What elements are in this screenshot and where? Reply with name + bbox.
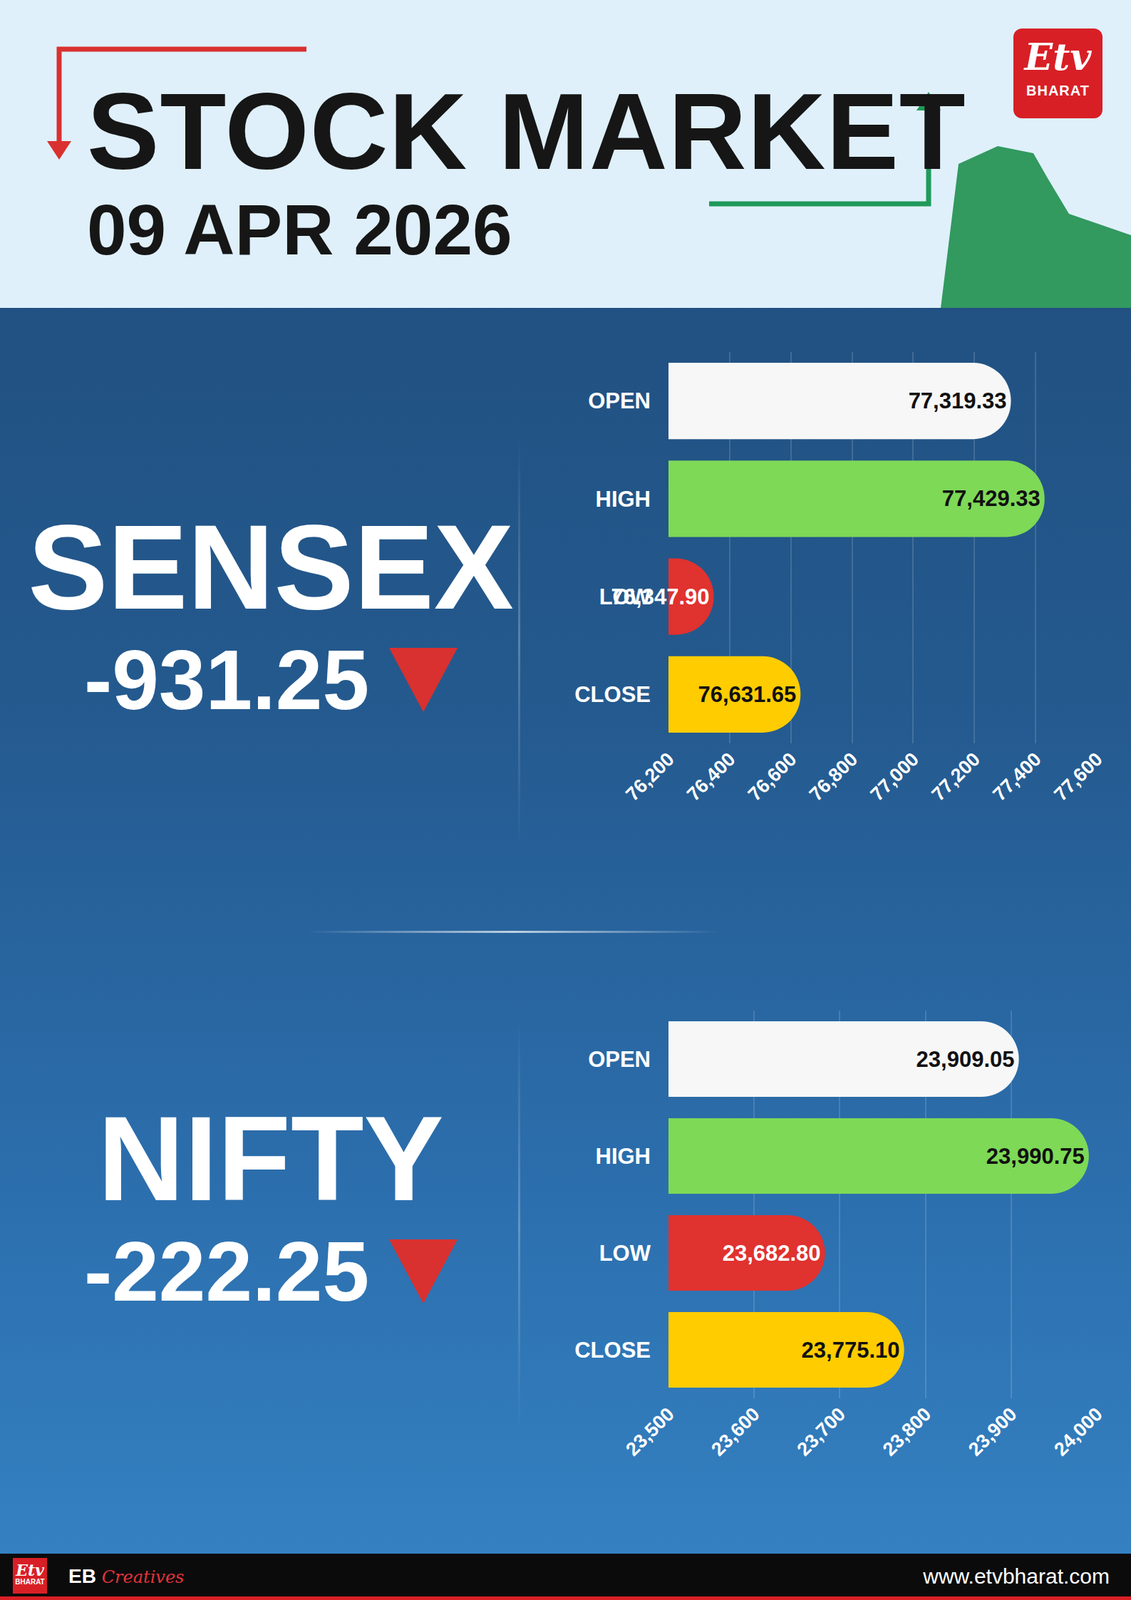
svg-text:77,600: 77,600: [1049, 748, 1107, 806]
svg-text:23,500: 23,500: [621, 1403, 679, 1461]
svg-text:23,990.75: 23,990.75: [986, 1143, 1085, 1169]
html-text:www.etvbharat.com: www.etvbharat.com: [923, 1564, 1110, 1588]
svg-text:23,800: 23,800: [878, 1403, 936, 1461]
svg-text:76,631.65: 76,631.65: [697, 682, 797, 707]
svg-text:77,200: 77,200: [927, 748, 985, 806]
svg-text:OPEN: OPEN: [587, 388, 651, 414]
svg-text:CLOSE: CLOSE: [574, 682, 651, 707]
html-text:BHARAT: BHARAT: [15, 1577, 45, 1586]
svg-text:77,000: 77,000: [866, 748, 924, 806]
svg-text:23,775.10: 23,775.10: [801, 1337, 901, 1363]
svg-text:OPEN: OPEN: [587, 1046, 651, 1072]
svg-text:23,900: 23,900: [964, 1403, 1022, 1461]
html-text:STOCK MARKET: STOCK MARKET: [86, 70, 967, 192]
svg-text:LOW: LOW: [599, 584, 652, 610]
svg-text:23,682.80: 23,682.80: [722, 1240, 821, 1266]
html-text:EB Creatives: EB Creatives: [68, 1565, 185, 1588]
svg-text:23,700: 23,700: [793, 1403, 851, 1461]
svg-text:77,400: 77,400: [988, 748, 1046, 806]
svg-text:76,800: 76,800: [805, 748, 863, 806]
html-text:BHARAT: BHARAT: [1026, 82, 1090, 99]
svg-text:77,429.33: 77,429.33: [942, 486, 1041, 511]
svg-text:LOW: LOW: [599, 1240, 652, 1266]
svg-text:HIGH: HIGH: [595, 1143, 652, 1169]
svg-text:CLOSE: CLOSE: [574, 1337, 651, 1363]
html-text:Etv: Etv: [15, 1560, 45, 1580]
html-text:-222.25: -222.25: [84, 1224, 370, 1319]
svg-text:23,600: 23,600: [706, 1403, 764, 1461]
svg-text:77,319.33: 77,319.33: [908, 388, 1007, 414]
html-text:09 APR 2026: 09 APR 2026: [86, 189, 513, 270]
svg-text:76,347.90: 76,347.90: [611, 584, 710, 610]
html-text:NIFTY: NIFTY: [97, 1091, 444, 1226]
svg-text:23,909.05: 23,909.05: [916, 1046, 1015, 1072]
svg-text:76,200: 76,200: [621, 748, 679, 806]
html-text:Etv: Etv: [1024, 34, 1092, 79]
svg-text:76,600: 76,600: [744, 748, 802, 806]
html-text:-931.25: -931.25: [84, 632, 370, 727]
svg-text:76,400: 76,400: [682, 748, 740, 806]
svg-text:HIGH: HIGH: [595, 486, 652, 512]
svg-text:24,000: 24,000: [1049, 1403, 1107, 1461]
html-text:SENSEX: SENSEX: [27, 500, 514, 635]
